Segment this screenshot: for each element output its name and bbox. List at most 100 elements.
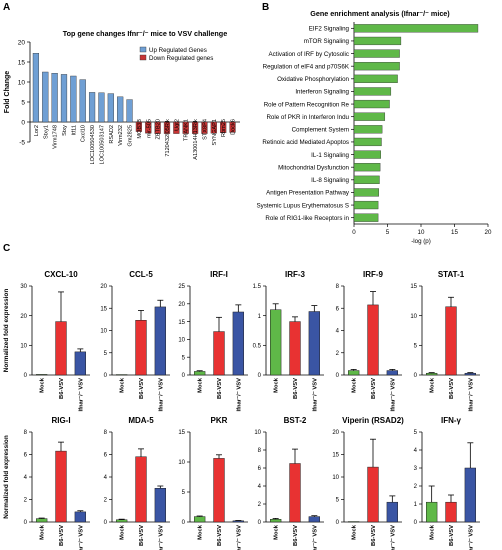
panel-c-y-tick-label: 6 xyxy=(336,306,340,312)
panel-c-group-label-b6-vsv: B6-VSV xyxy=(449,525,455,546)
panel-c-y-tick-label: 25 xyxy=(178,284,185,290)
panel-c-y-tick-label: 5 xyxy=(104,351,108,357)
panel-c-y-tick-label: 6 xyxy=(24,453,28,459)
panel-c-y-tick-label: 15 xyxy=(100,306,107,312)
panel-c-y-tick-label: 15 xyxy=(410,284,417,290)
panel-a-gene-label-virm232: Virm232 xyxy=(118,125,124,146)
panel-c-bar-b6-vsv xyxy=(445,306,457,376)
panel-c-y-tick-label: 5 xyxy=(414,430,418,436)
panel-a-gene-label-mob3b: MOB3B xyxy=(137,119,143,139)
panel-b-bar-role-of-rig1-like-receptors-in xyxy=(353,213,379,222)
panel-c-bar-ifnar-vsv xyxy=(232,520,244,523)
panel-a-bar-mir-505 xyxy=(145,121,152,134)
panel-a-title: Top gene changes Ifnr⁻/⁻ mice to VSV cha… xyxy=(63,29,227,38)
panel-a-bar-stx8p4 xyxy=(201,121,208,134)
panel-c-subplot-irf-i: IRF-I 0 5 10 15 20 25 Mock B6-VSV Ifnar⁻/⁻ VSV xyxy=(178,270,248,412)
panel-b-bar-role-of-pattern-recognition-re xyxy=(353,99,390,109)
panel-c-y-tick-label: 0 xyxy=(104,520,108,526)
panel-a-bar-syngap1 xyxy=(210,121,217,134)
panel-c-y-tick-label: 8 xyxy=(336,284,340,290)
panel-b-x-tick-label: 15 xyxy=(451,229,458,236)
panel-letter-a: A xyxy=(3,2,11,13)
panel-c-y-tick-label: 8 xyxy=(258,448,262,454)
panel-c-group-label-ifnar-vsv: Ifnar⁻/⁻ VSV xyxy=(390,525,396,550)
panel-c-y-tick-label: 4 xyxy=(104,475,108,481)
panel-a-y-tick-label: -5 xyxy=(19,139,25,146)
panel-a-bar-stxy xyxy=(60,74,68,123)
panel-a-gene-label-cxcl10: Cxcl10 xyxy=(81,125,87,142)
panel-c-y-tick-label: 0 xyxy=(258,520,262,526)
panel-c-group-label-mock: Mock xyxy=(120,524,126,540)
panel-c-group-label-ifnar-vsv: Ifnar⁻/⁻ VSV xyxy=(468,378,474,412)
panel-c-bar-mock xyxy=(426,372,438,376)
panel-c-subplot-irf-9: IRF-9 0 2 4 6 8 Mock B6-VSV Ifnar⁻/⁻ VSV xyxy=(336,270,402,412)
panel-c-y-tick-label: 8 xyxy=(104,430,108,436)
panel-c-bar-mock xyxy=(36,374,48,376)
panel-c-subplot-title: CCL-5 xyxy=(129,270,153,279)
panel-a-gene-label-rsad2: RSAD2 xyxy=(109,125,115,144)
panel-c-y-tick-label: 5 xyxy=(182,355,186,361)
panel-c-subplot-cxcl-10: CXCL-10 0 10 20 30 Mock B6-VSV Ifnar⁻/⁻ VSV xyxy=(20,270,90,412)
panel-c-bar-b6-vsv xyxy=(289,463,301,523)
panel-a-bar-gm2825 xyxy=(126,99,133,123)
panel-a-gene-label-syngap1: SYNGAP1 xyxy=(212,119,218,145)
panel-c-group-label-mock: Mock xyxy=(40,524,46,540)
panel-letter-c: C xyxy=(3,243,11,254)
panel-a-gene-label-mir-505: mir-505 xyxy=(146,119,152,138)
panel-c-y-tick-label: 3 xyxy=(414,466,418,472)
panel-c-y-tick-label: 6 xyxy=(104,453,108,459)
panel-c-y-tick-label: 10 xyxy=(100,329,107,335)
panel-a-bar-loc100503147 xyxy=(98,92,105,123)
panel-c-bar-mock xyxy=(116,519,128,523)
panel-c-y-tick-label: 0 xyxy=(414,520,418,526)
panel-c-group-label-b6-vsv: B6-VSV xyxy=(371,525,377,546)
panel-c-group-label-ifnar-vsv: Ifnar⁻/⁻ VSV xyxy=(468,525,474,550)
panel-c-group-label-ifnar-vsv: Ifnar⁻/⁻ VSV xyxy=(78,525,84,550)
panel-b-chart: Gene enrichment analysis (Ifnar⁻/⁻ mice)… xyxy=(256,9,492,245)
panel-c-group-label-mock: Mock xyxy=(120,377,126,393)
panel-a-bar-zbtb20 xyxy=(154,121,161,134)
panel-c-y-tick-label: 0 xyxy=(258,373,262,379)
panel-c-group-label-b6-vsv: B6-VSV xyxy=(59,525,65,546)
panel-b-category-label-oxidative-phosphorylation: Oxidative Phosphorylation xyxy=(277,76,349,83)
panel-a-bar-virm232 xyxy=(117,96,124,123)
panel-c-y-tick-label: 2 xyxy=(336,351,340,357)
panel-c-y-tick-label: 2 xyxy=(24,498,28,504)
panel-a-legend-label-0: Up Regulated Genes xyxy=(149,47,207,54)
panel-c-group-label-ifnar-vsv: Ifnar⁻/⁻ VSV xyxy=(236,525,242,550)
panel-c-bar-ifnar-vsv xyxy=(386,370,398,376)
panel-c-charts: Normalized fold expression Normalized fol… xyxy=(3,270,480,550)
panel-b-title: Gene enrichment analysis (Ifnar⁻/⁻ mice) xyxy=(310,9,450,18)
panel-c-bar-ifnar-vsv xyxy=(464,467,476,523)
panel-c-bar-b6-vsv xyxy=(445,501,457,523)
panel-c-subplot-title: IRF-I xyxy=(210,270,228,279)
panel-b-x-tick-label: 5 xyxy=(386,229,390,236)
panel-c-bar-mock xyxy=(270,519,282,523)
panel-c-subplot-title: IRF-9 xyxy=(363,270,384,279)
panel-c-y-tick-label: 0 xyxy=(104,373,108,379)
panel-c-bar-b6-vsv xyxy=(55,321,67,376)
panel-c-y-tick-label: 20 xyxy=(20,314,27,320)
panel-c-y-tick-label: 5 xyxy=(182,490,186,496)
panel-b-bar-role-of-pkr-in-interferon-indu xyxy=(353,112,386,121)
panel-a-y-tick-label: 10 xyxy=(18,79,26,86)
panel-c-y-tick-label: 10 xyxy=(254,430,261,436)
panel-c-bar-ifnar-vsv xyxy=(154,306,166,376)
panel-c-subplot-irf-3: IRF-3 0 0.5 1 1.5 Mock B6-VSV Ifnar⁻/⁻ VSV xyxy=(253,270,324,412)
panel-a-bar-trank1 xyxy=(182,121,189,134)
panel-c-y-tick-label: 1 xyxy=(258,314,262,320)
panel-b-category-label-il-8-signaling: IL-8 Signaling xyxy=(311,177,349,184)
panel-b-bar-mtor-signaling xyxy=(353,36,402,46)
panel-c-y-tick-label: 0 xyxy=(414,373,418,379)
panel-a-gene-label-loc100503147: LOC100503147 xyxy=(99,125,105,165)
panel-c-bar-mock xyxy=(194,371,206,376)
panel-c-group-label-b6-vsv: B6-VSV xyxy=(371,378,377,399)
panel-a-gene-label-ugt2: Ugt2 xyxy=(174,119,180,131)
panel-c-subplot-ccl-5: CCL-5 0 5 10 15 20 Mock B6-VSV Ifnar⁻/⁻ VSV xyxy=(100,270,170,412)
panel-c-bar-b6-vsv xyxy=(135,320,147,376)
panel-b-bar-activation-of-irf-by-cytosolic xyxy=(353,49,400,58)
panel-a-bar-lor2 xyxy=(32,53,40,123)
panel-a-gene-label-stxy: Stxy xyxy=(62,125,68,136)
panel-c-y-tick-label: 15 xyxy=(178,320,185,326)
